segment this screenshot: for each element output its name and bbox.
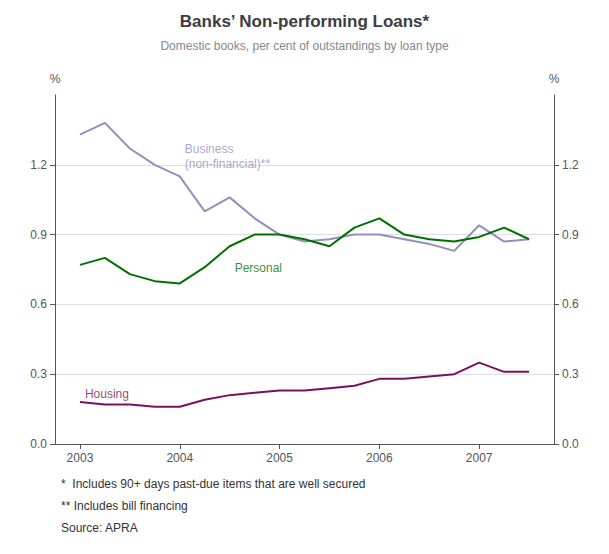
svg-text:Housing: Housing	[85, 387, 129, 401]
svg-text:Source: APRA: Source: APRA	[61, 521, 138, 535]
svg-text:* Includes 90+ days past-due: * Includes 90+ days past-due items that …	[61, 477, 366, 491]
svg-text:Banks’ Non-performing Loans*: Banks’ Non-performing Loans*	[180, 12, 430, 31]
svg-text:0.0: 0.0	[30, 437, 47, 451]
svg-text:1.2: 1.2	[30, 158, 47, 172]
svg-text:2004: 2004	[166, 451, 193, 465]
svg-text:1.2: 1.2	[562, 158, 579, 172]
svg-text:0.3: 0.3	[562, 367, 579, 381]
svg-text:0.9: 0.9	[30, 228, 47, 242]
svg-text:Personal: Personal	[235, 261, 282, 275]
svg-text:2005: 2005	[266, 451, 293, 465]
svg-text:0.6: 0.6	[30, 297, 47, 311]
svg-text:0.9: 0.9	[562, 228, 579, 242]
svg-text:2007: 2007	[466, 451, 493, 465]
svg-text:0.3: 0.3	[30, 367, 47, 381]
svg-text:Business: Business	[185, 142, 234, 156]
svg-text:(non-financial)**: (non-financial)**	[185, 157, 271, 171]
svg-text:%: %	[549, 72, 560, 86]
svg-text:0.6: 0.6	[562, 297, 579, 311]
svg-text:2006: 2006	[366, 451, 393, 465]
svg-text:2003: 2003	[67, 451, 94, 465]
svg-text:%: %	[50, 72, 61, 86]
svg-text:Domestic books, per cent of ou: Domestic books, per cent of outstandings…	[160, 39, 448, 53]
svg-text:0.0: 0.0	[562, 437, 579, 451]
svg-text:** Includes bill financing: ** Includes bill financing	[61, 499, 188, 513]
